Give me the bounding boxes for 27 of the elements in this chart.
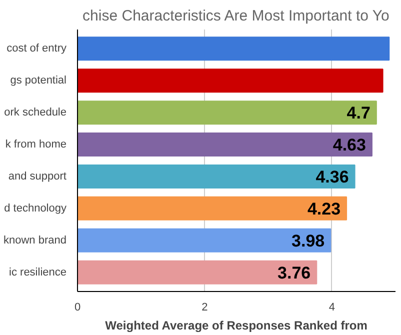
data-label: 4.23 [307, 199, 341, 218]
x-tick-label: 2 [202, 302, 208, 314]
y-tick-label: k from home [5, 138, 67, 151]
bar [78, 164, 356, 188]
bar [78, 68, 384, 93]
y-tick-label: known brand [4, 234, 67, 246]
y-tick-label: gs potential [10, 74, 67, 87]
data-label: 4.36 [316, 167, 349, 186]
x-tick-label: 0 [74, 302, 81, 314]
bar [78, 100, 377, 125]
x-tick-label: 4 [328, 302, 335, 314]
data-label: 4.7 [346, 104, 370, 123]
bar [78, 260, 318, 284]
y-tick-label: ic resilience [9, 266, 67, 278]
data-label: 3.98 [292, 231, 325, 250]
data-label: 3.76 [278, 263, 311, 282]
y-tick-label: and support [8, 170, 67, 182]
bar [78, 132, 372, 157]
data-label: 4.63 [332, 136, 366, 155]
y-tick-label: cost of entry [6, 42, 67, 55]
bar [78, 228, 332, 252]
bar [78, 36, 390, 61]
chart-title: chise Characteristics Are Most Important to Yo [82, 8, 390, 24]
y-tick-label: d technology [4, 202, 67, 214]
bar [78, 196, 348, 220]
x-axis-title: Weighted Average of Responses Ranked from [105, 318, 368, 332]
y-tick-label: ork schedule [4, 106, 67, 119]
